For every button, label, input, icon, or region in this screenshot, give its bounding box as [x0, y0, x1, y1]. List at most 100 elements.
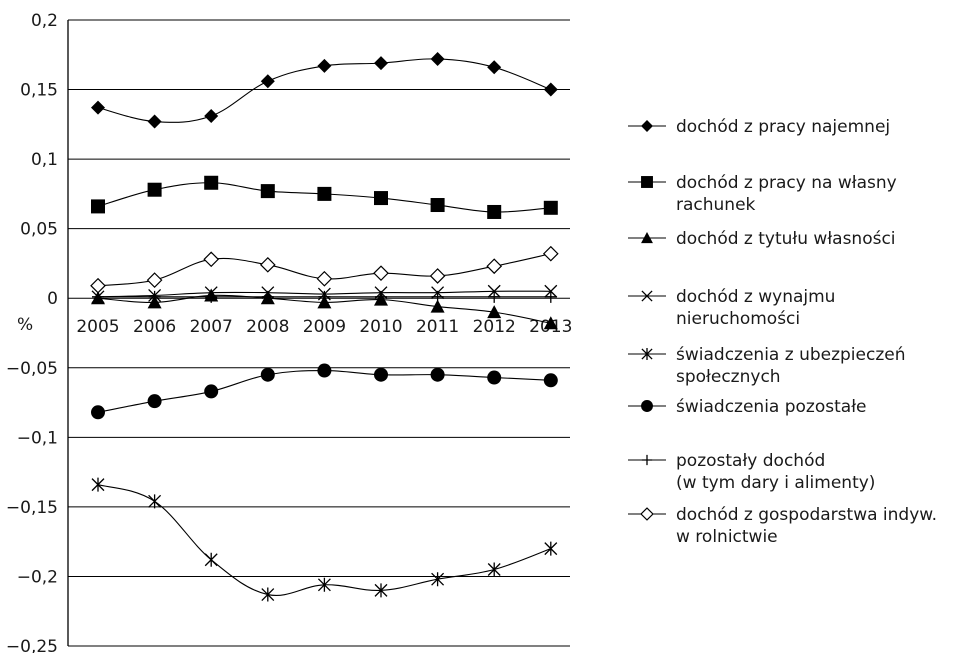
data-point [373, 265, 389, 282]
y-tick-label: −0,2 [17, 567, 58, 587]
data-point [487, 562, 501, 577]
data-point [543, 316, 558, 330]
y-tick-label: 0,2 [31, 11, 58, 31]
data-point [374, 191, 388, 206]
x-tick-label: 2009 [303, 317, 346, 337]
data-point [641, 120, 653, 132]
data-point [318, 290, 331, 303]
data-point [91, 199, 105, 214]
legend-item: dochód z gospodarstwa indyw.w rolnictwie [628, 505, 937, 547]
data-point [317, 58, 332, 73]
data-point [259, 256, 276, 273]
series-5 [91, 363, 558, 420]
x-tick-label: 2010 [359, 317, 402, 337]
data-point [316, 270, 333, 287]
y-tick-label: 0,15 [20, 81, 58, 101]
data-point [431, 290, 444, 303]
y-tick-label: −0,05 [6, 359, 58, 379]
y-tick-label: 0,1 [31, 150, 58, 170]
legend-label: (w tym dary i alimenty) [676, 473, 875, 493]
y-axis-label: % [17, 315, 33, 335]
data-point [374, 367, 388, 382]
data-point [641, 348, 653, 360]
data-point [147, 182, 162, 197]
data-point [374, 583, 388, 598]
legend: dochód z pracy najemnej dochód z pracy na… [628, 117, 937, 547]
data-point [430, 367, 445, 382]
data-point [261, 587, 275, 602]
data-point [91, 477, 105, 492]
series-7 [90, 245, 559, 294]
series-group [90, 51, 559, 602]
legend-label: społecznych [676, 367, 781, 387]
x-tick-labels: 200520062007200820092010201120122013 [76, 317, 572, 337]
data-point [641, 176, 653, 188]
data-point [487, 370, 502, 385]
data-point [260, 367, 275, 382]
legend-label: pozostały dochód [676, 451, 825, 471]
data-point [317, 577, 331, 592]
data-point [641, 232, 653, 244]
data-point [261, 290, 274, 303]
legend-label: dochód z wynajmu [676, 287, 835, 307]
data-point [204, 175, 219, 190]
legend-label: świadczenia pozostałe [676, 397, 867, 417]
data-point [486, 258, 503, 275]
data-point [543, 82, 558, 97]
data-point [431, 572, 445, 587]
data-point [148, 290, 161, 303]
data-point [374, 56, 388, 71]
data-point [487, 305, 502, 319]
x-tick-label: 2011 [416, 317, 459, 337]
data-point [543, 373, 558, 388]
data-point [544, 541, 558, 556]
series-0 [91, 51, 558, 129]
y-tick-labels: 0,2 0,15 0,1 0,05 0 −0,05 −0,1 −0,15 −0,2 −0,25 [6, 11, 58, 653]
series-line [97, 484, 551, 596]
data-point [147, 394, 162, 409]
x-tick-label: 2008 [246, 317, 289, 337]
series-1 [91, 175, 558, 219]
data-point [260, 184, 275, 199]
y-tick-label: −0,1 [17, 428, 58, 448]
data-point [487, 204, 502, 219]
data-point [641, 400, 653, 412]
legend-label: dochód z pracy na własny [676, 173, 897, 193]
data-point [204, 384, 219, 399]
legend-label: dochód z pracy najemnej [676, 117, 890, 137]
data-point [429, 268, 446, 284]
data-point [317, 363, 332, 378]
x-tick-label: 2012 [473, 317, 516, 337]
legend-label: świadczenia z ubezpieczeń [676, 345, 906, 365]
data-point [542, 245, 559, 262]
data-point [204, 552, 218, 567]
x-tick-label: 2007 [190, 317, 233, 337]
legend-item: pozostały dochód(w tym dary i alimenty) [628, 451, 875, 493]
data-point [487, 60, 502, 75]
y-tick-label: 0 [47, 289, 58, 309]
data-point [641, 290, 653, 302]
legend-item: dochód z pracy najemnej [628, 117, 890, 137]
data-point [543, 200, 558, 215]
y-tick-label: −0,15 [6, 498, 58, 518]
x-tick-label: 2006 [133, 317, 176, 337]
legend-label: nieruchomości [676, 309, 800, 329]
data-point [375, 290, 387, 303]
data-point [204, 108, 219, 123]
legend-label: w rolnictwie [676, 527, 778, 547]
data-point [430, 51, 445, 66]
data-point [260, 74, 275, 89]
data-point [544, 290, 557, 303]
data-point [203, 251, 220, 268]
data-point [90, 277, 106, 294]
data-point [91, 405, 105, 420]
legend-label: dochód z gospodarstwa indyw. [676, 505, 937, 525]
data-point [91, 100, 105, 115]
y-tick-label: 0,05 [20, 220, 58, 240]
legend-item: świadczenia pozostałe [628, 397, 867, 417]
x-tick-label: 2005 [76, 317, 119, 337]
